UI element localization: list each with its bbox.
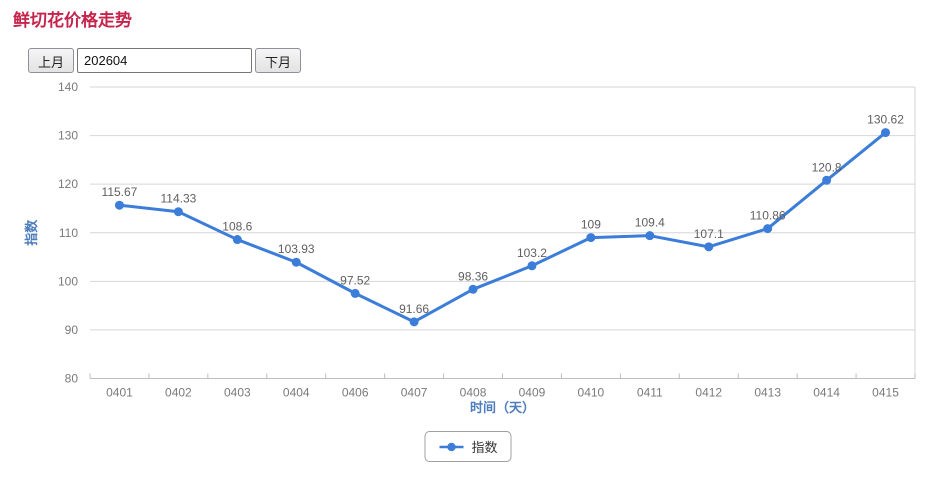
svg-text:91.66: 91.66 (399, 302, 429, 316)
data-point[interactable] (114, 200, 124, 210)
data-point[interactable] (232, 235, 242, 245)
svg-text:108.6: 108.6 (222, 220, 252, 234)
y-axis-title: 指数 (24, 219, 39, 246)
svg-text:0401: 0401 (106, 386, 133, 400)
svg-text:120: 120 (58, 177, 78, 191)
series-line (117, 131, 888, 324)
x-axis-title: 时间（天） (470, 400, 535, 415)
svg-text:0415: 0415 (872, 386, 899, 400)
svg-text:103.2: 103.2 (517, 246, 547, 260)
legend-label: 指数 (471, 440, 498, 455)
data-point[interactable] (291, 257, 301, 267)
svg-text:115.67: 115.67 (102, 185, 138, 199)
svg-text:97.52: 97.52 (340, 273, 370, 287)
data-point[interactable] (704, 242, 714, 252)
x-axis (89, 373, 916, 379)
data-point[interactable] (409, 317, 419, 327)
svg-text:0406: 0406 (342, 386, 369, 400)
data-labels: 115.67 114.33 108.6 103.93 97.52 91.66 98.36 10… (102, 113, 905, 316)
svg-text:0414: 0414 (813, 386, 840, 400)
svg-text:0407: 0407 (401, 386, 428, 400)
legend-line-dot-icon (439, 442, 464, 451)
data-point[interactable] (763, 224, 773, 234)
month-navigator: 上月 下月 (28, 48, 302, 73)
data-point[interactable] (645, 231, 655, 241)
page-title: 鲜切花价格走势 (13, 11, 132, 30)
svg-text:98.36: 98.36 (458, 269, 488, 283)
svg-text:80: 80 (65, 372, 79, 386)
svg-text:130: 130 (58, 129, 78, 143)
svg-text:100: 100 (58, 274, 78, 288)
svg-text:109: 109 (581, 218, 601, 232)
svg-text:0409: 0409 (519, 386, 546, 400)
data-point[interactable] (822, 175, 832, 185)
svg-text:109.4: 109.4 (635, 216, 665, 230)
svg-text:0404: 0404 (283, 386, 310, 400)
x-axis-tick-labels: 0401 0402 0403 0404 0406 0407 0408 0409 0410 0411… (106, 386, 899, 400)
svg-text:90: 90 (65, 323, 79, 337)
period-input[interactable] (77, 48, 253, 73)
svg-text:120.8: 120.8 (812, 160, 842, 174)
data-point[interactable] (350, 288, 360, 298)
svg-text:140: 140 (58, 80, 78, 94)
gridlines (90, 86, 915, 331)
svg-text:103.93: 103.93 (278, 242, 315, 256)
svg-text:0410: 0410 (578, 386, 605, 400)
data-point[interactable] (881, 128, 891, 138)
svg-text:0413: 0413 (754, 386, 781, 400)
next-month-button[interactable]: 下月 (255, 48, 302, 73)
svg-text:0412: 0412 (695, 386, 722, 400)
price-line-chart: 80 90 100 110 120 130 140 0401 0402 0403 0404 0406 0… (24, 80, 916, 415)
data-point[interactable] (586, 233, 596, 243)
svg-text:130.62: 130.62 (867, 113, 904, 127)
svg-text:0403: 0403 (224, 386, 251, 400)
svg-text:0402: 0402 (165, 386, 192, 400)
svg-text:110.86: 110.86 (750, 209, 786, 223)
data-point[interactable] (173, 207, 183, 217)
data-points[interactable] (114, 128, 891, 327)
data-point[interactable] (468, 284, 478, 294)
svg-text:0408: 0408 (460, 386, 487, 400)
prev-month-button[interactable]: 上月 (28, 48, 75, 73)
svg-text:110: 110 (59, 226, 78, 240)
svg-text:107.1: 107.1 (694, 227, 724, 241)
svg-text:0411: 0411 (637, 386, 663, 400)
data-point[interactable] (527, 261, 537, 271)
legend-item-index[interactable]: 指数 (424, 431, 512, 462)
svg-text:114.33: 114.33 (160, 192, 196, 206)
y-axis-tick-labels: 80 90 100 110 120 130 140 (58, 80, 78, 386)
